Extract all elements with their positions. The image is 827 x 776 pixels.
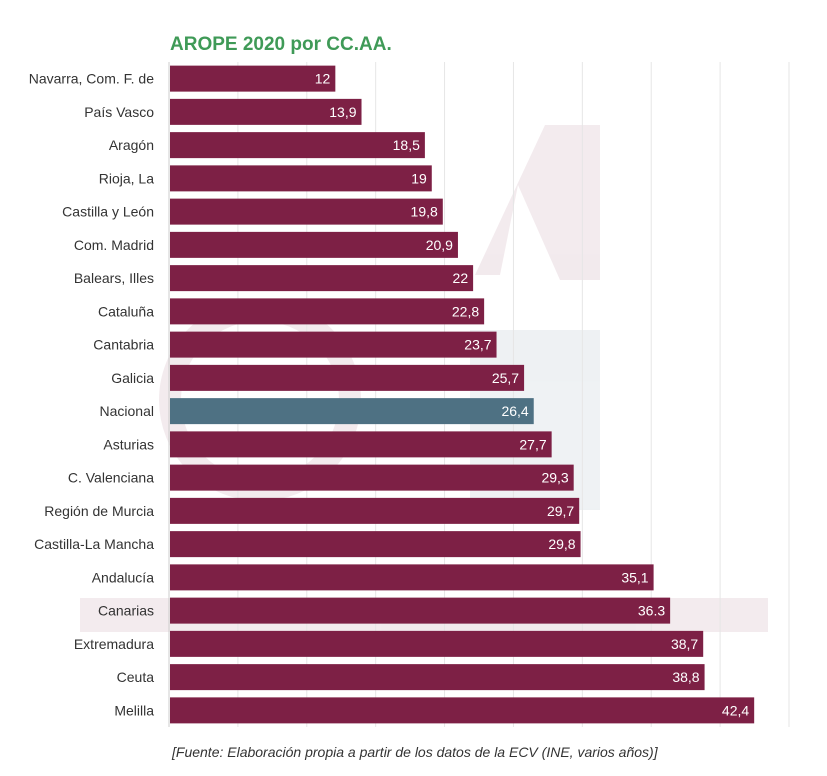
- category-label: Región de Murcia: [44, 503, 154, 519]
- bar-andalucía: [170, 564, 654, 591]
- value-label: 26,4: [501, 403, 528, 419]
- bar-país-vasco: [170, 98, 362, 125]
- value-label: 12: [315, 71, 331, 87]
- category-label: Rioja, La: [99, 170, 154, 186]
- category-label: Navarra, Com. F. de: [29, 71, 154, 87]
- value-label: 42,4: [722, 702, 749, 718]
- value-label: 19,8: [411, 204, 438, 220]
- value-label: 29,8: [548, 536, 575, 552]
- bar-rioja-la: [170, 165, 432, 192]
- value-label: 18,5: [393, 137, 420, 153]
- category-label: Com. Madrid: [74, 237, 154, 253]
- bar-balears-illes: [170, 265, 474, 292]
- category-label: Nacional: [100, 403, 154, 419]
- bar-galicia: [170, 364, 525, 391]
- category-label: Extremadura: [74, 636, 154, 652]
- category-label: Canarias: [98, 603, 154, 619]
- value-label: 22,8: [452, 303, 479, 319]
- value-label: 38,8: [672, 669, 699, 685]
- value-labels-group: 12 13,9 18,5 19 19,8 20,9 22 22,8 23,7 25,7 26,4 27…: [315, 71, 750, 719]
- category-label: Balears, Illes: [74, 270, 154, 286]
- chart-title: AROPE 2020 por CC.AA.: [170, 34, 392, 55]
- bar-com-madrid: [170, 231, 458, 258]
- value-label: 27,7: [519, 436, 546, 452]
- bar-melilla: [170, 697, 755, 724]
- category-label: Castilla-La Mancha: [34, 536, 154, 552]
- category-labels-group: Navarra, Com. F. de País Vasco Aragón Rioja…: [29, 71, 154, 719]
- category-label: Ceuta: [117, 669, 155, 685]
- bar-asturias: [170, 431, 552, 458]
- bar-extremadura: [170, 630, 704, 657]
- value-label: 23,7: [464, 337, 491, 353]
- category-label: Castilla y León: [62, 204, 154, 220]
- value-label: 29,3: [541, 470, 568, 486]
- chart-source: [Fuente: Elaboración propia a partir de …: [172, 744, 658, 760]
- category-label: Cataluña: [98, 303, 154, 319]
- category-label: País Vasco: [84, 104, 154, 120]
- bar-región-de-murcia: [170, 497, 580, 524]
- category-label: Melilla: [114, 702, 154, 718]
- category-label: Asturias: [103, 436, 154, 452]
- value-label: 22: [453, 270, 469, 286]
- bar-aragón: [170, 132, 425, 159]
- category-label: Cantabria: [93, 337, 154, 353]
- bar-navarra-com-f-de: [170, 65, 336, 92]
- bar-cataluña: [170, 298, 485, 325]
- bar-ceuta: [170, 664, 705, 691]
- value-label: 13,9: [329, 104, 356, 120]
- bars-group: [170, 65, 755, 724]
- value-label: 20,9: [426, 237, 453, 253]
- category-label: Galicia: [111, 370, 154, 386]
- value-label: 19: [411, 170, 427, 186]
- bar-nacional: [170, 398, 534, 425]
- bar-castilla-y-león: [170, 198, 443, 225]
- bar-castilla-la-mancha: [170, 531, 581, 558]
- category-label: C. Valenciana: [68, 470, 154, 486]
- bar-cantabria: [170, 331, 497, 358]
- value-label: 25,7: [492, 370, 519, 386]
- value-label: 29,7: [547, 503, 574, 519]
- category-label: Andalucía: [92, 569, 154, 585]
- value-label: 36.3: [638, 603, 665, 619]
- bar-c-valenciana: [170, 464, 574, 491]
- value-label: 35,1: [621, 569, 648, 585]
- category-label: Aragón: [109, 137, 154, 153]
- value-label: 38,7: [671, 636, 698, 652]
- bar-canarias: [170, 597, 671, 624]
